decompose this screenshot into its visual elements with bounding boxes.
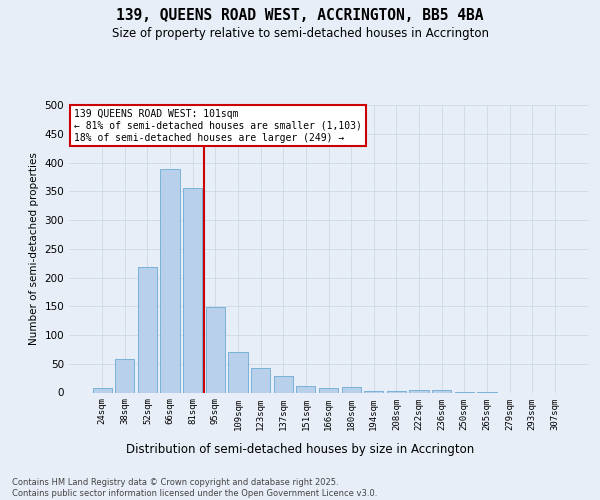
Bar <box>229 352 248 393</box>
Text: Size of property relative to semi-detached houses in Accrington: Size of property relative to semi-detach… <box>112 28 488 40</box>
Bar <box>274 376 293 392</box>
Bar <box>206 308 225 392</box>
Bar <box>296 386 316 392</box>
Bar <box>115 359 134 392</box>
Text: Distribution of semi-detached houses by size in Accrington: Distribution of semi-detached houses by … <box>126 442 474 456</box>
Bar <box>138 266 157 392</box>
Bar <box>409 390 428 392</box>
Bar <box>341 387 361 392</box>
Bar <box>319 388 338 392</box>
Bar <box>364 391 383 392</box>
Text: 139, QUEENS ROAD WEST, ACCRINGTON, BB5 4BA: 139, QUEENS ROAD WEST, ACCRINGTON, BB5 4… <box>116 8 484 22</box>
Y-axis label: Number of semi-detached properties: Number of semi-detached properties <box>29 152 39 345</box>
Text: Contains HM Land Registry data © Crown copyright and database right 2025.
Contai: Contains HM Land Registry data © Crown c… <box>12 478 377 498</box>
Bar <box>251 368 270 392</box>
Text: 139 QUEENS ROAD WEST: 101sqm
← 81% of semi-detached houses are smaller (1,103)
1: 139 QUEENS ROAD WEST: 101sqm ← 81% of se… <box>74 110 362 142</box>
Bar <box>183 188 202 392</box>
Bar <box>92 388 112 392</box>
Bar <box>160 170 180 392</box>
Bar <box>432 390 451 392</box>
